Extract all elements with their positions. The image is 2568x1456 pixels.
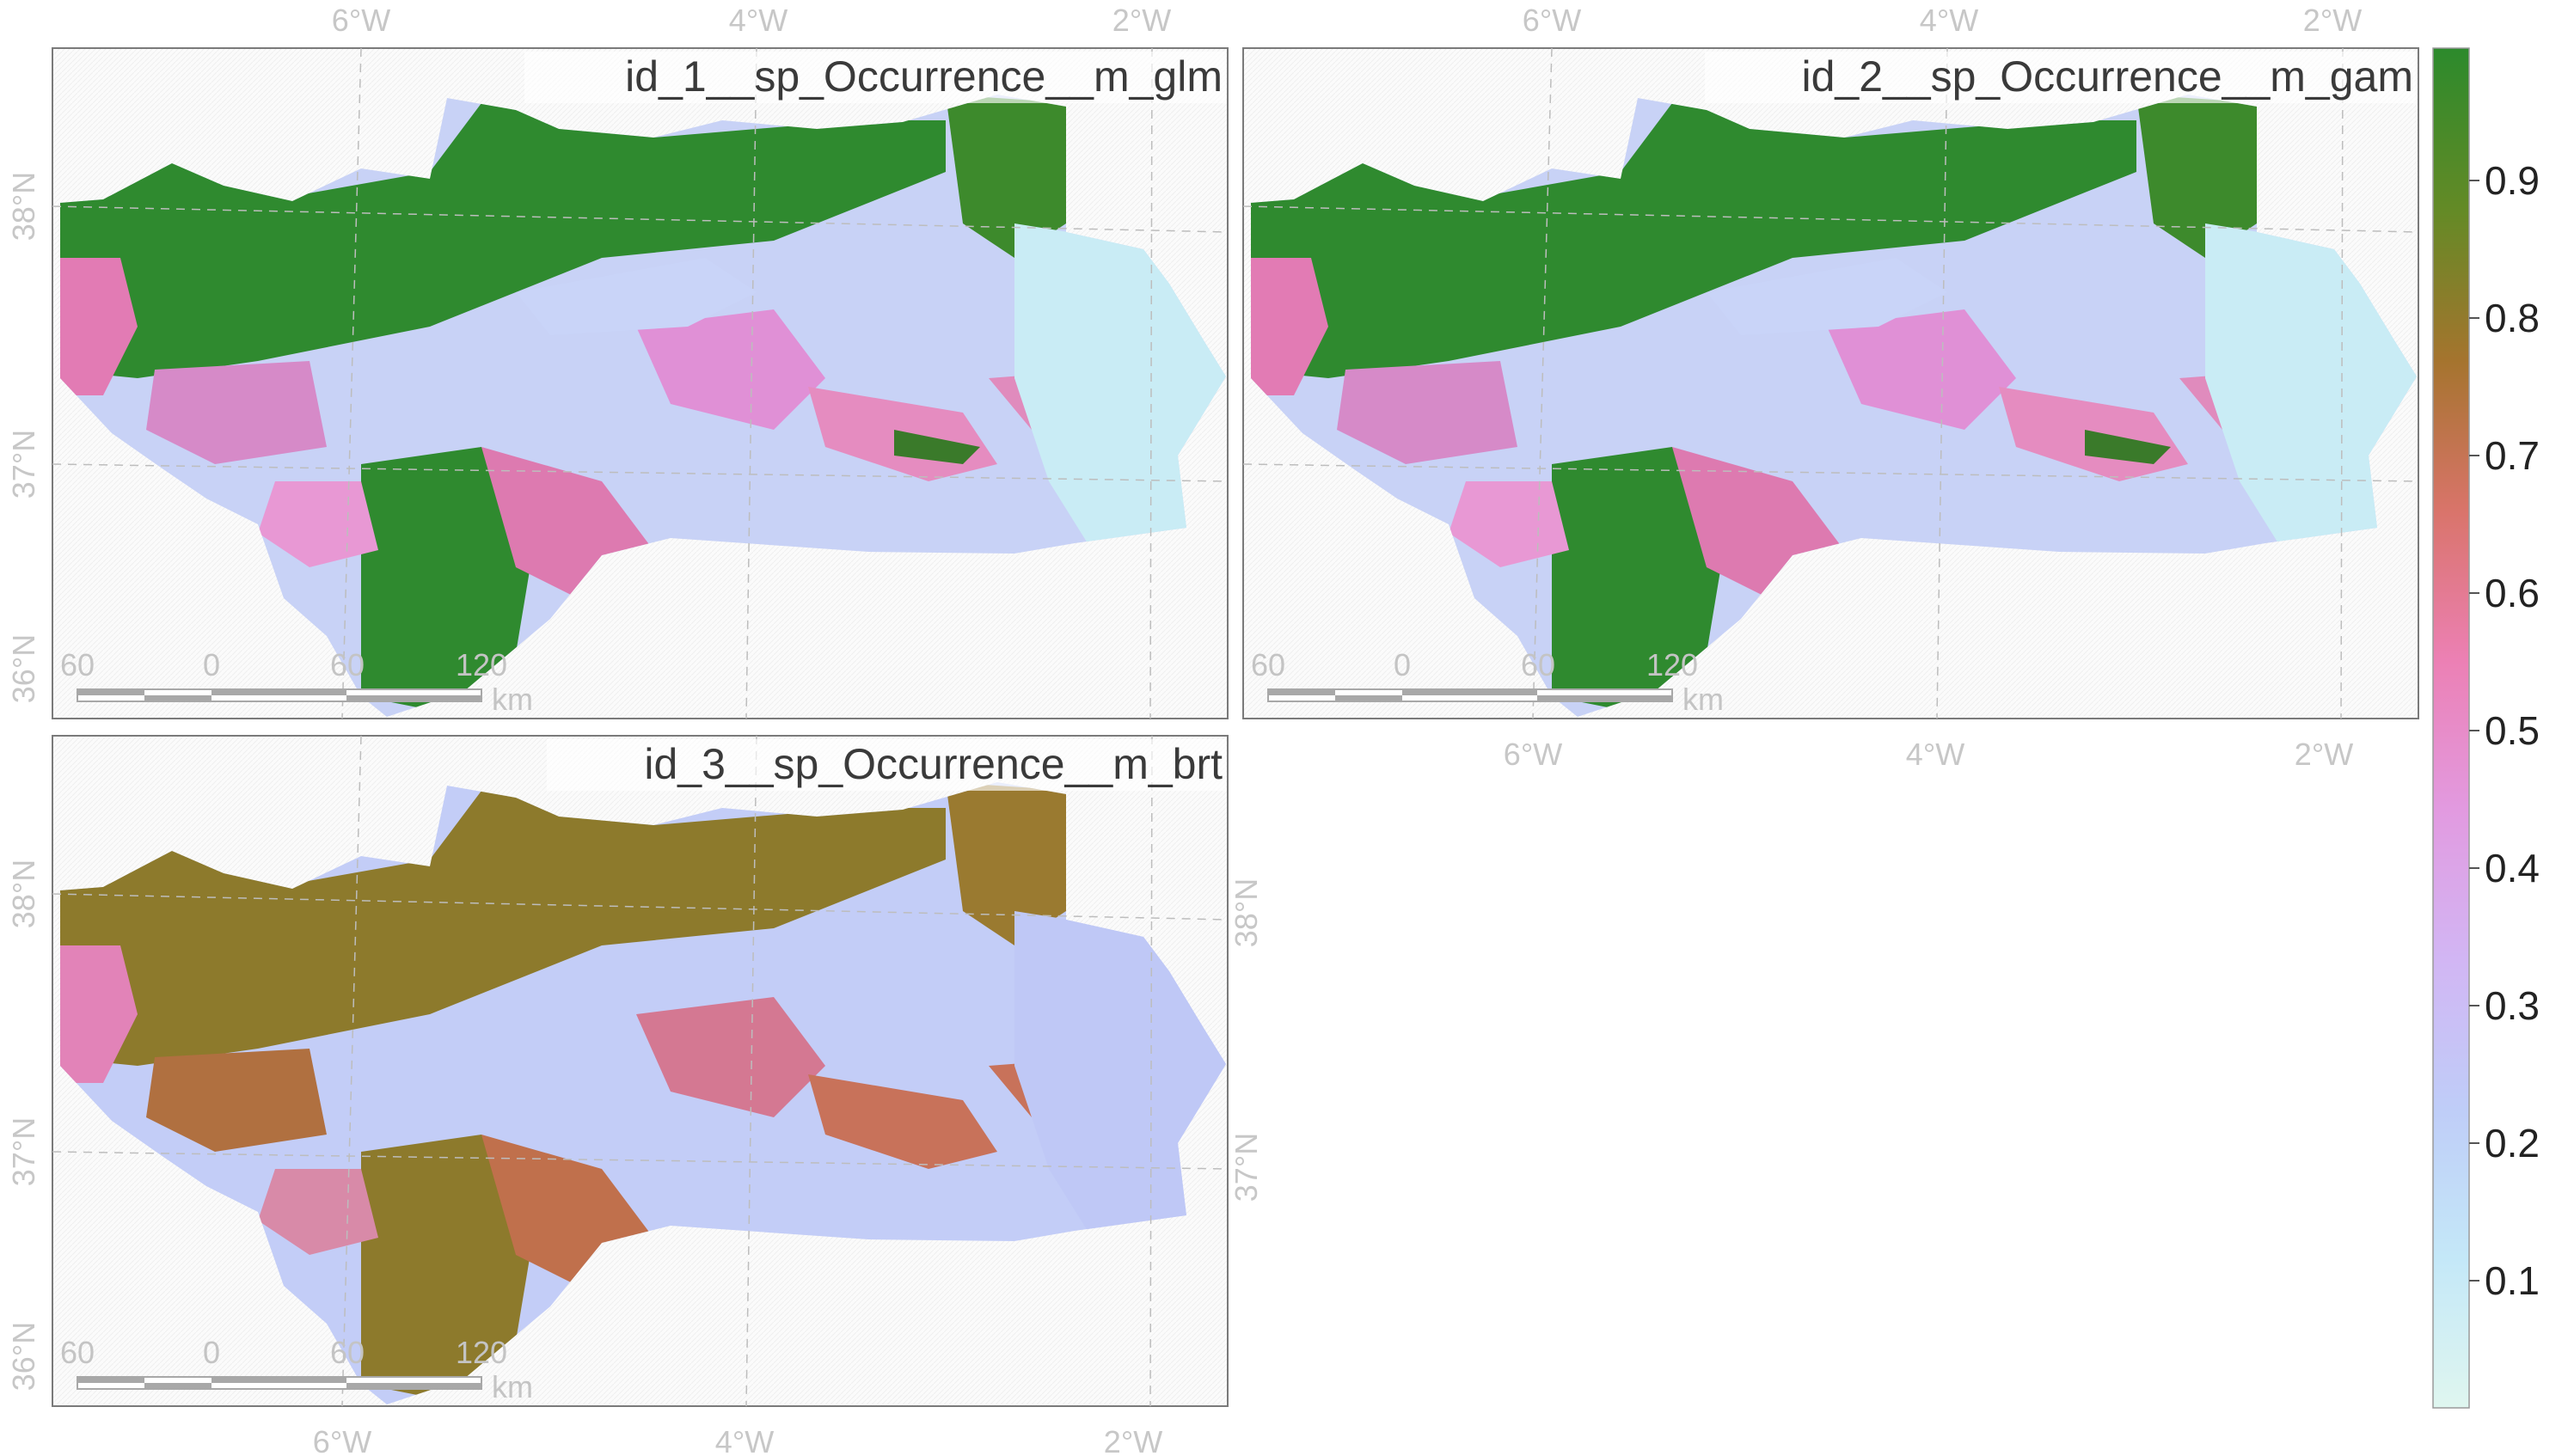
panel-title: id_2__sp_Occurrence__m_gam — [1801, 52, 2413, 101]
svg-text:0: 0 — [203, 647, 220, 682]
right-lat-label: 38°N — [1229, 878, 1264, 947]
graticule — [52, 47, 1229, 719]
map-panel-gam: 6°W 4°W 2°W 6°W 4°W 2°W id_2__sp_Occurre… — [1242, 3, 2419, 772]
svg-text:60: 60 — [1521, 647, 1555, 682]
svg-text:60: 60 — [330, 1335, 365, 1370]
svg-text:120: 120 — [456, 1335, 507, 1370]
svg-text:60: 60 — [1251, 647, 1285, 682]
left-lat-label: 38°N — [6, 172, 41, 241]
color-legend: 0.9 0.8 0.7 0.6 0.5 0.4 0.3 0.2 0.1 — [2432, 47, 2540, 1409]
legend-colorbar — [2432, 47, 2470, 1409]
left-lat-label: 36°N — [6, 634, 41, 703]
legend-label: 0.5 — [2485, 708, 2540, 753]
graticule — [52, 735, 1229, 1407]
scale-bar: 60 0 60 120 km — [60, 1335, 533, 1404]
map-panel-glm: 6°W 4°W 2°W 38°N 37°N 36°N id_1__sp_Occu… — [6, 3, 1229, 719]
top-lon-label: 4°W — [729, 3, 788, 38]
svg-text:60: 60 — [330, 647, 365, 682]
panel-title: id_3__sp_Occurrence__m_brt — [644, 740, 1223, 788]
panel-title: id_1__sp_Occurrence__m_glm — [625, 52, 1223, 101]
svg-text:km: km — [492, 1369, 533, 1404]
bottom-lon-label: 6°W — [313, 1424, 371, 1456]
legend-label: 0.1 — [2485, 1258, 2540, 1303]
left-lat-label: 37°N — [6, 430, 41, 499]
top-lon-label: 4°W — [1920, 3, 1978, 38]
scale-bar: 60 0 60 120 km — [60, 647, 533, 717]
top-lon-label: 6°W — [1523, 3, 1581, 38]
map-panel-brt: 38°N 37°N 36°N 38°N 37°N 6°W 4°W 2°W id_… — [6, 735, 1264, 1456]
panel-title-bg — [524, 52, 1226, 103]
legend-label: 0.2 — [2485, 1121, 2540, 1165]
legend-label: 0.4 — [2485, 846, 2540, 890]
top-lon-label: 2°W — [2303, 3, 2362, 38]
legend-label: 0.9 — [2485, 158, 2540, 203]
left-lat-label: 36°N — [6, 1322, 41, 1391]
legend-label: 0.3 — [2485, 983, 2540, 1028]
legend-label: 0.8 — [2485, 296, 2540, 340]
svg-text:60: 60 — [60, 647, 95, 682]
left-lat-label: 38°N — [6, 860, 41, 928]
bottom-lon-label: 2°W — [2295, 737, 2353, 772]
top-lon-label: 6°W — [332, 3, 390, 38]
left-lat-label: 37°N — [6, 1117, 41, 1186]
scale-bar: 60 0 60 120 km — [1251, 647, 1724, 717]
svg-text:km: km — [1682, 682, 1724, 717]
bottom-lon-label: 4°W — [1906, 737, 1964, 772]
top-lon-label: 2°W — [1112, 3, 1171, 38]
legend-ticks — [2469, 180, 2479, 1282]
panel-title-bg — [1705, 52, 2417, 103]
svg-text:0: 0 — [203, 1335, 220, 1370]
bottom-lon-label: 4°W — [715, 1424, 774, 1456]
bottom-lon-label: 6°W — [1504, 737, 1562, 772]
graticule — [1242, 47, 2419, 719]
svg-text:km: km — [492, 682, 533, 717]
bottom-lon-label: 2°W — [1104, 1424, 1162, 1456]
right-lat-label: 37°N — [1229, 1133, 1264, 1202]
legend-label: 0.6 — [2485, 571, 2540, 615]
svg-text:60: 60 — [60, 1335, 95, 1370]
panel-title-bg — [547, 739, 1226, 791]
svg-text:120: 120 — [1646, 647, 1698, 682]
legend-label: 0.7 — [2485, 433, 2540, 478]
svg-text:0: 0 — [1394, 647, 1411, 682]
svg-text:120: 120 — [456, 647, 507, 682]
